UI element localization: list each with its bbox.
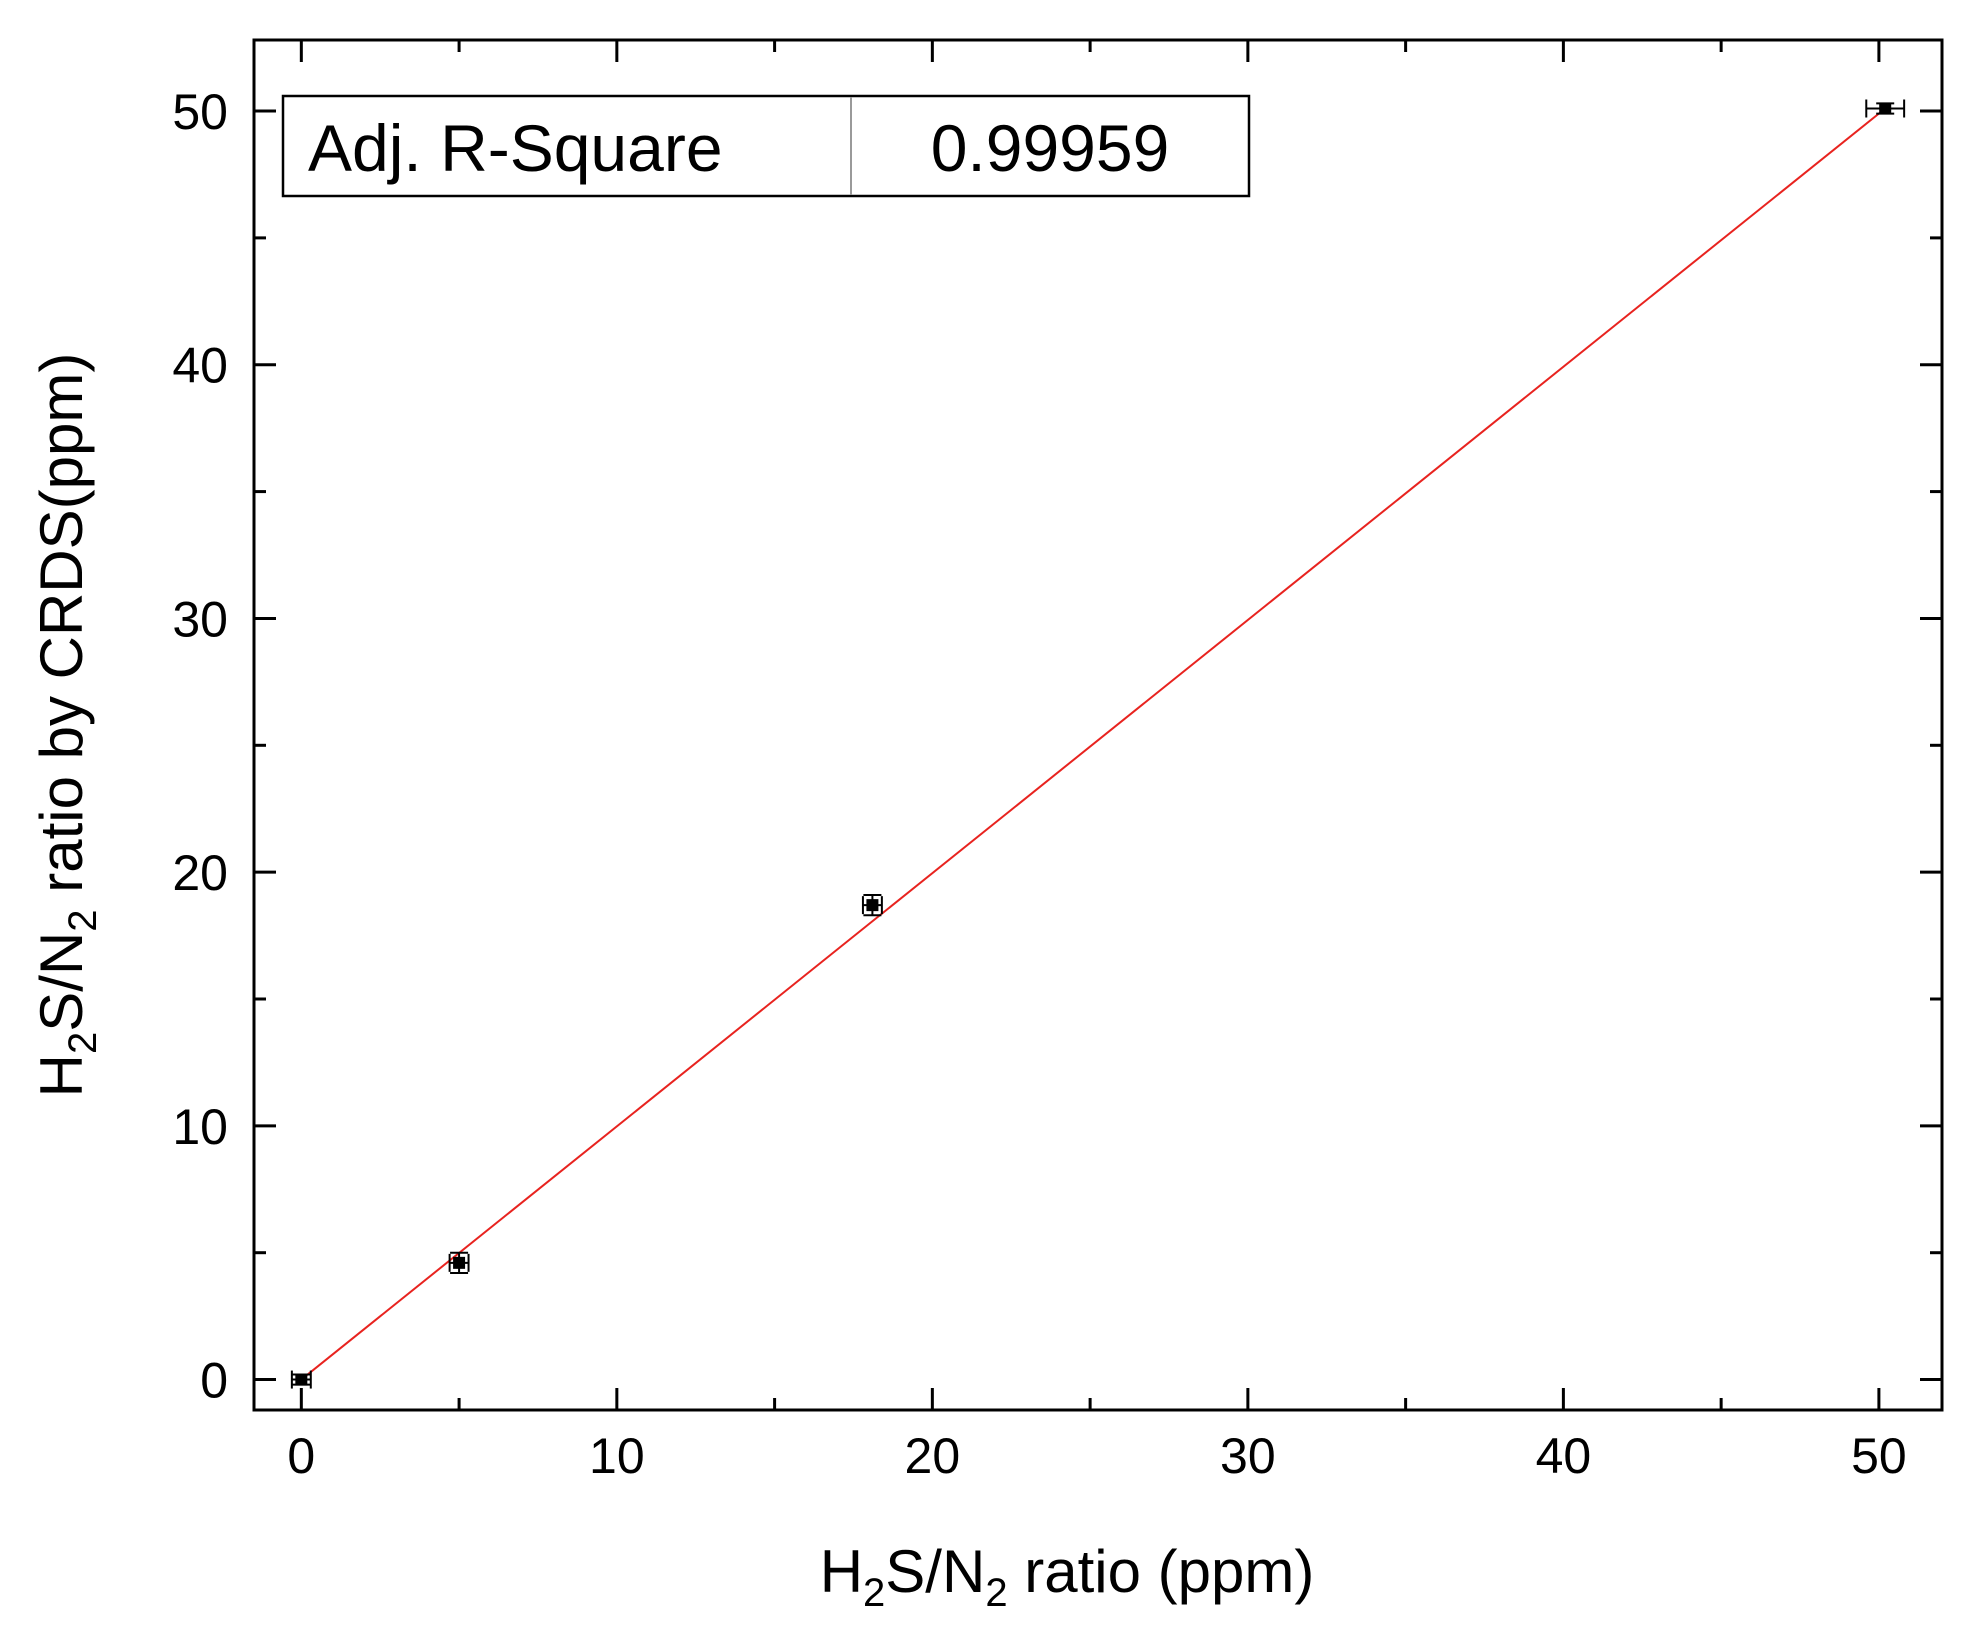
x-tick-label: 10 <box>589 1428 645 1484</box>
stats-label: Adj. R-Square <box>308 111 723 185</box>
x-tick-label: 0 <box>287 1428 315 1484</box>
stats-box-frame <box>281 94 1251 198</box>
axis-title-text: S/N <box>28 932 95 1032</box>
axis-title-subscript: 2 <box>61 909 105 931</box>
x-tick-label: 40 <box>1536 1428 1592 1484</box>
stats-box: Adj. R-Square 0.99959 <box>281 94 1251 198</box>
axis-title-text: ratio by CRDS(ppm) <box>28 353 95 910</box>
x-tick-label: 30 <box>1220 1428 1276 1484</box>
axis-ticks: 0 10 20 30 40 50 0 10 20 30 40 50 <box>172 40 1942 1484</box>
y-tick-label: 20 <box>172 845 228 901</box>
y-tick-label: 50 <box>172 84 228 140</box>
plot-frame <box>252 38 1944 1412</box>
x-tick-label: 50 <box>1851 1428 1907 1484</box>
y-tick-label: 0 <box>200 1353 228 1409</box>
fit-line-group <box>300 107 1886 1381</box>
axis-title-subscript: 2 <box>863 1571 885 1615</box>
fit-line <box>300 107 1886 1381</box>
axis-title-text: H <box>28 1054 95 1097</box>
y-tick-label: 30 <box>172 591 228 647</box>
x-tick-label: 20 <box>905 1428 961 1484</box>
stats-value: 0.99959 <box>931 111 1170 185</box>
axis-title-text: ratio (ppm) <box>1008 1538 1315 1605</box>
y-tick-label: 40 <box>172 338 228 394</box>
data-point <box>295 1373 308 1386</box>
axis-title-subscript: 2 <box>985 1571 1007 1615</box>
axis-title-subscript: 2 <box>61 1032 105 1054</box>
axis-title-text: H <box>820 1538 863 1605</box>
x-axis-title: H2S/N2 ratio (ppm) <box>820 1538 1315 1615</box>
data-point <box>866 899 879 912</box>
y-tick-label: 10 <box>172 1099 228 1155</box>
data-point <box>1879 102 1892 115</box>
axis-title-text: S/N <box>885 1538 985 1605</box>
y-axis-title: H2S/N2 ratio by CRDS(ppm) <box>28 353 105 1098</box>
data-points <box>290 99 1906 1389</box>
data-point <box>453 1256 466 1269</box>
